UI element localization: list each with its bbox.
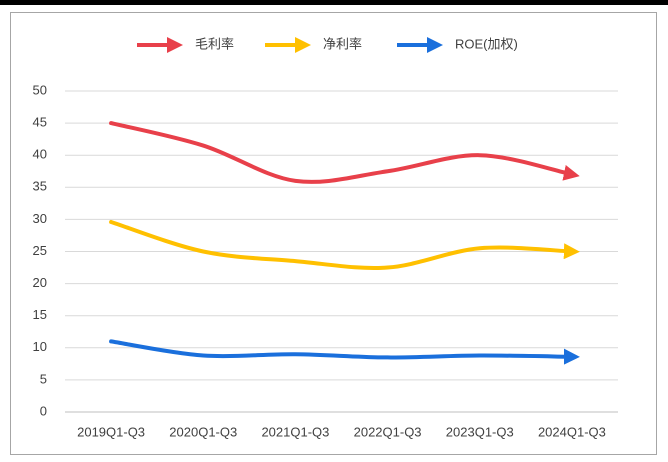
x-tick-label: 2021Q1-Q3 [261,424,329,439]
y-tick-label: 10 [33,339,47,354]
y-tick-label: 40 [33,147,47,162]
y-tick-label: 5 [40,371,47,386]
y-tick-label: 30 [33,211,47,226]
x-tick-label: 2023Q1-Q3 [446,424,514,439]
y-tick-label: 50 [33,82,47,97]
y-tick-label: 45 [33,115,47,130]
y-tick-label: 15 [33,307,47,322]
legend-label: 净利率 [323,36,362,51]
series-line [109,339,580,365]
x-tick-label: 2022Q1-Q3 [354,424,422,439]
y-tick-label: 0 [40,403,47,418]
chart-frame [10,12,657,455]
top-border [0,0,668,5]
legend-label: ROE(加权) [455,36,518,51]
y-tick-label: 35 [33,179,47,194]
x-tick-label: 2024Q1-Q3 [538,424,606,439]
series-line [109,219,580,270]
y-tick-label: 20 [33,275,47,290]
x-tick-label: 2020Q1-Q3 [169,424,237,439]
series-line [109,121,580,184]
x-tick-label: 2019Q1-Q3 [77,424,145,439]
y-tick-label: 25 [33,243,47,258]
legend-label: 毛利率 [195,36,234,51]
